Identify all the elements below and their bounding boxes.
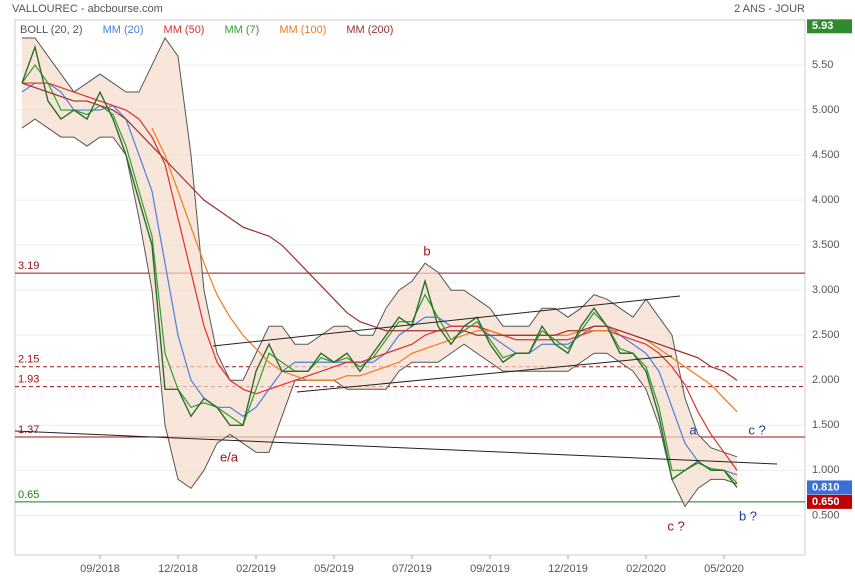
price-tag-label: 5.93 bbox=[812, 20, 833, 32]
x-tick-label: 02/2019 bbox=[236, 563, 276, 575]
y-tick-label: 0.500 bbox=[812, 509, 840, 521]
price-tag bbox=[807, 480, 852, 495]
y-tick-label: 2.000 bbox=[812, 374, 840, 386]
price-tag-label: 0.650 bbox=[812, 496, 840, 508]
price-tag bbox=[807, 494, 852, 509]
annotation: b ? bbox=[739, 508, 757, 523]
legend-entry: MM (50) bbox=[164, 24, 205, 36]
y-tick-label: 1.500 bbox=[812, 419, 840, 431]
price-tag bbox=[807, 19, 852, 34]
x-tick-label: 12/2019 bbox=[548, 563, 588, 575]
x-tick-label: 05/2019 bbox=[314, 563, 354, 575]
x-tick-label: 05/2020 bbox=[704, 563, 744, 575]
level-label: 0.65 bbox=[18, 489, 39, 501]
legend-entry: BOLL (20, 2) bbox=[20, 24, 83, 36]
y-tick-label: 2.500 bbox=[812, 329, 840, 341]
x-tick-label: 07/2019 bbox=[392, 563, 432, 575]
legend-entry: MM (20) bbox=[103, 24, 144, 36]
legend-entry: MM (7) bbox=[224, 24, 259, 36]
x-tick-label: 09/2019 bbox=[470, 563, 510, 575]
band-upper bbox=[22, 37, 738, 458]
moving-average bbox=[21, 82, 738, 476]
level-label: 1.37 bbox=[18, 424, 39, 436]
annotation: c ? bbox=[667, 518, 684, 533]
y-tick-label: 4.000 bbox=[812, 194, 840, 206]
legend-entry: MM (100) bbox=[279, 24, 326, 36]
moving-average bbox=[21, 64, 738, 484]
y-tick-label: 5.50 bbox=[812, 59, 833, 71]
annotation: a bbox=[689, 422, 697, 437]
level-label: 1.93 bbox=[18, 373, 39, 385]
annotation: b bbox=[423, 243, 430, 258]
level-label: 3.19 bbox=[18, 260, 39, 272]
price-line bbox=[21, 44, 738, 488]
trend-line bbox=[212, 295, 681, 347]
x-tick-label: 09/2018 bbox=[80, 563, 120, 575]
moving-average bbox=[22, 82, 738, 471]
y-tick-label: 5.000 bbox=[812, 104, 840, 116]
x-tick-label: 02/2020 bbox=[626, 563, 666, 575]
chart-title: VALLOUREC - abcbourse.com bbox=[12, 3, 163, 15]
annotation: e/a bbox=[220, 449, 239, 464]
period: 2 ANS - JOUR bbox=[734, 3, 805, 15]
y-tick-label: 1.000 bbox=[812, 464, 840, 476]
y-tick-label: 3.500 bbox=[812, 239, 840, 251]
trend-line bbox=[14, 430, 778, 465]
trend-line bbox=[296, 355, 673, 393]
x-tick-label: 12/2018 bbox=[158, 563, 198, 575]
y-tick-label: 3.000 bbox=[812, 284, 840, 296]
legend-entry: MM (200) bbox=[346, 24, 393, 36]
band-fill bbox=[22, 38, 737, 507]
price-tag-label: 0.810 bbox=[812, 481, 840, 493]
level-label: 2.15 bbox=[18, 354, 39, 366]
annotation: c ? bbox=[748, 422, 765, 437]
y-tick-label: 4.500 bbox=[812, 149, 840, 161]
